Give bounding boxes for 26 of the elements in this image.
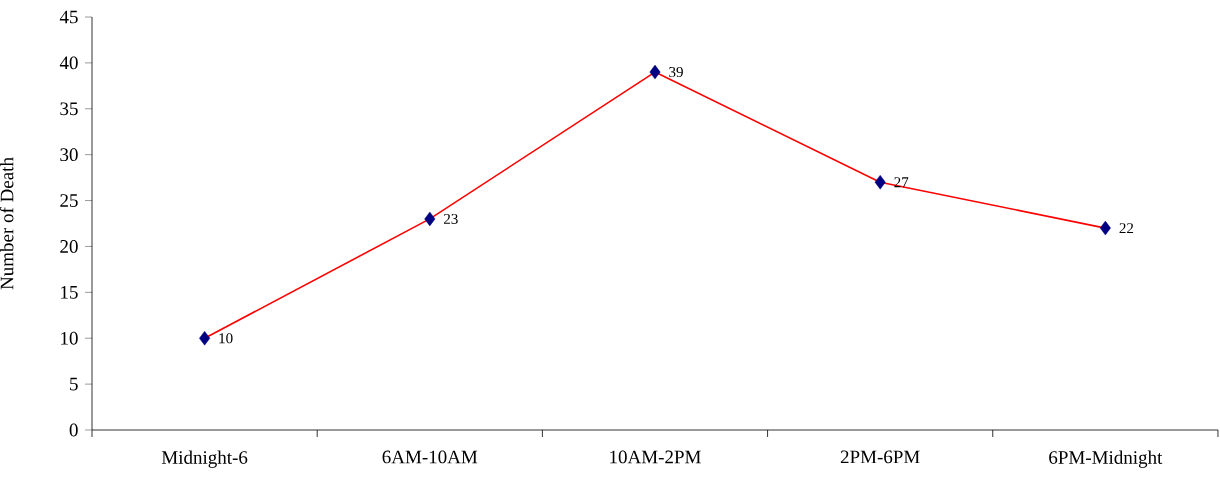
y-tick-label: 15 <box>61 285 78 299</box>
x-tick-label: 10AM-2PM <box>610 450 701 464</box>
data-label: 10 <box>219 333 233 344</box>
y-tick-label: 45 <box>59 10 78 24</box>
y-tick-label: 0 <box>69 423 78 437</box>
y-tick-label: 25 <box>60 194 78 207</box>
y-tick-label: 20 <box>60 240 78 253</box>
y-tick-label: 35 <box>60 102 78 116</box>
x-tick-label: 6PM-Midnight <box>1049 450 1163 468</box>
data-label: 27 <box>894 177 909 188</box>
x-tick-label: 6AM-10AM <box>382 450 478 464</box>
y-tick-label: 10 <box>61 331 78 345</box>
point <box>649 64 661 80</box>
x-tick-label: 2PM-6PM <box>840 450 920 464</box>
y-axis-title: Number of Death <box>0 157 14 290</box>
point <box>1099 220 1111 236</box>
x-tick-label: Midnight-6 <box>161 450 248 468</box>
point <box>874 175 886 190</box>
data-label: 22 <box>1119 223 1134 234</box>
y-tick-label: 40 <box>59 56 78 70</box>
point <box>424 211 436 227</box>
data-label: 23 <box>443 213 458 224</box>
y-tick-label: 5 <box>70 377 78 391</box>
point <box>199 331 211 346</box>
y-tick-label: 30 <box>60 148 78 162</box>
data-label: 39 <box>669 67 683 78</box>
